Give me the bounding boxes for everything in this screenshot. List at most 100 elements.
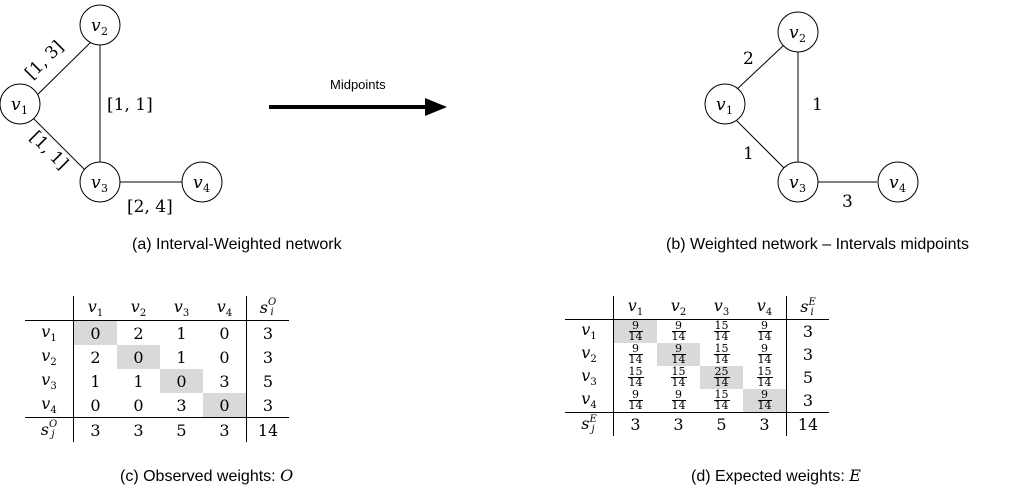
expected-row-sum: 5 [786,366,829,389]
node-a-v2-label: v [91,16,101,36]
node-a-v1-label: v [11,95,21,115]
caption-d-var: E [849,466,861,485]
observed-col-sum: 3 [73,417,117,442]
caption-d-text: (d) Expected weights: [691,468,850,485]
expected-cell: 15 14 [713,319,730,343]
observed-row: v1 0 2 1 0 3 [25,320,289,345]
midpoints-arrow [269,98,447,116]
expected-col-sum: 5 [700,412,743,436]
edge-a-v1-v2 [27,39,94,105]
observed-row-sum: 3 [246,393,289,418]
node-b-v1: v 1 [704,83,746,125]
node-b-v1-label: v [716,95,726,115]
expected-diagonal-cell: 9 14 [657,343,700,366]
observed-row: v3 1 1 0 3 5 [25,369,289,393]
observed-col-header: v1 [73,296,117,321]
expected-cell: 9 14 [671,388,686,412]
node-b-v2-sub: 2 [799,32,806,45]
expected-row-header: v1 [581,320,597,343]
observed-col-sum: 3 [203,417,247,442]
caption-c-text: (c) Observed weights: [120,468,281,485]
caption-d: (d) Expected weights: E [691,466,861,486]
expected-row-header: v4 [581,389,597,412]
observed-cell: 1 [73,369,117,393]
caption-b: (b) Weighted network – Intervals midpoin… [666,236,969,253]
node-b-v3-label: v [789,173,799,193]
observed-cell: 0 [133,395,144,415]
observed-col-sum: 3 [117,417,160,442]
expected-diagonal-cell: 25 14 [700,366,743,389]
node-a-v3-sub: 3 [101,182,108,195]
expected-diagonal-cell: 9 14 [613,319,657,343]
expected-diagonal-cell: 9 14 [743,389,787,413]
observed-cell: 2 [133,323,144,343]
edge-label-a-v1-v2: [1, 3] [21,37,67,83]
node-a-v4-label: v [193,173,203,193]
expected-col-sum: 3 [743,412,787,436]
expected-col-header: v2 [657,296,700,320]
observed-row-sum: 3 [246,320,289,345]
expected-col-header: v3 [700,296,743,320]
node-a-v1-sub: 1 [21,104,28,117]
expected-row: v1 9 14 9 14 15 14 9 14 3 [565,319,829,343]
expected-cell: 15 14 [613,366,657,389]
observed-col-sum: 5 [160,417,203,442]
graph-b: v 1 v 2 v 3 v 4 2 1 1 3 [704,11,919,212]
observed-row-header: v1 [41,321,57,345]
expected-cell: 15 14 [670,365,687,389]
node-a-v1: v 1 [0,83,41,125]
observed-row: v4 0 0 3 0 3 [25,393,289,418]
observed-col-header: v3 [160,296,203,321]
expected-total: 14 [786,412,829,436]
observed-row-header: v3 [41,369,57,393]
expected-row: v3 15 14 15 14 25 14 15 14 5 [565,366,829,389]
expected-row: v4 9 14 9 14 15 14 9 14 3 [565,389,829,413]
expected-cell: 15 14 [756,365,773,389]
observed-cell: 0 [219,347,230,367]
expected-cell: 9 14 [757,319,772,343]
caption-a: (a) Interval-Weighted network [132,236,342,253]
expected-row-sum: 3 [786,343,829,366]
node-b-v4-sub: 4 [899,182,906,195]
edge-label-b-v2-v3: 1 [812,95,823,115]
observed-row-sum: 3 [246,345,289,369]
observed-cell: 3 [219,371,230,391]
edge-label-b-v1-v3: 1 [743,144,754,164]
observed-cell: 0 [219,323,230,343]
edge-b-v1-v2 [733,43,786,93]
expected-cell: 15 14 [713,342,730,366]
observed-corner [25,296,74,321]
expected-corner [565,296,614,320]
edge-b-v1-v3 [733,117,785,169]
observed-diagonal-cell: 0 [117,345,160,369]
node-b-v3: v 3 [777,161,819,203]
expected-col-sum: 3 [657,412,700,436]
observed-cell: 3 [176,395,187,415]
node-b-v4-label: v [889,173,899,193]
node-a-v4: v 4 [181,161,223,203]
observed-diagonal-cell: 0 [160,369,203,393]
node-b-v1-sub: 1 [726,104,733,117]
observed-row-header: v4 [41,393,57,417]
edge-label-b-v3-v4: 3 [842,192,853,212]
observed-col-header: v4 [203,296,247,321]
edge-a-v1-v3 [27,112,87,172]
node-a-v3-label: v [91,173,101,193]
observed-cell: 1 [176,347,187,367]
node-b-v3-sub: 3 [799,182,806,195]
expected-row-sum: 3 [786,389,829,413]
observed-cell: 0 [73,393,117,418]
observed-cell: 1 [176,323,187,343]
observed-diagonal-cell: 0 [203,393,247,418]
edge-label-b-v1-v2: 2 [743,49,754,69]
node-b-v4: v 4 [877,161,919,203]
node-a-v4-sub: 4 [203,182,210,195]
expected-cell: 9 14 [757,342,772,366]
node-a-v2: v 2 [79,4,121,46]
